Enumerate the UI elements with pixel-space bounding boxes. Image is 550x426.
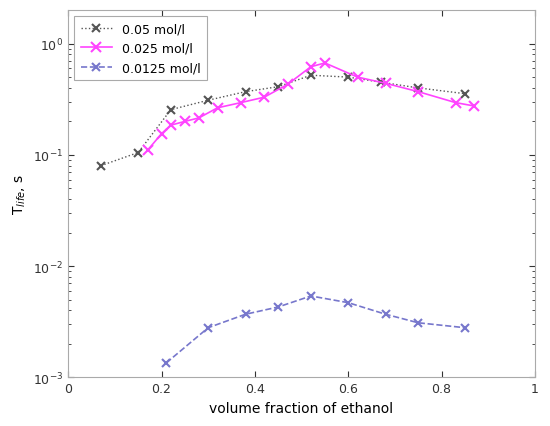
Line: 0.025 mol/l: 0.025 mol/l <box>142 59 479 156</box>
0.025 mol/l <box>238 101 244 106</box>
0.025 mol/l <box>415 90 421 95</box>
0.025 mol/l <box>261 95 267 101</box>
0.05 mol/l <box>378 81 384 86</box>
0.025 mol/l <box>307 65 314 70</box>
0.025 mol/l <box>158 132 165 137</box>
0.0125 mol/l <box>382 312 389 317</box>
0.0125 mol/l <box>345 300 351 305</box>
0.025 mol/l <box>214 106 221 111</box>
0.05 mol/l <box>205 98 212 104</box>
0.05 mol/l <box>97 164 104 169</box>
X-axis label: volume fraction of ethanol: volume fraction of ethanol <box>210 401 394 415</box>
0.025 mol/l <box>168 123 174 128</box>
0.0125 mol/l <box>163 360 169 366</box>
0.0125 mol/l <box>275 305 282 310</box>
0.0125 mol/l <box>205 325 212 331</box>
0.0125 mol/l <box>307 294 314 299</box>
0.0125 mol/l <box>415 320 421 325</box>
0.0125 mol/l <box>242 312 249 317</box>
0.025 mol/l <box>182 120 188 125</box>
0.05 mol/l <box>345 75 351 81</box>
0.025 mol/l <box>354 75 361 81</box>
Line: 0.0125 mol/l: 0.0125 mol/l <box>162 292 469 367</box>
0.0125 mol/l <box>461 325 468 331</box>
0.025 mol/l <box>452 101 459 106</box>
0.05 mol/l <box>307 73 314 78</box>
0.025 mol/l <box>284 83 291 88</box>
0.025 mol/l <box>196 116 202 121</box>
0.05 mol/l <box>168 108 174 113</box>
Y-axis label: T$_{life}$, s: T$_{life}$, s <box>11 174 28 215</box>
0.05 mol/l <box>135 151 141 156</box>
0.05 mol/l <box>242 90 249 95</box>
Line: 0.05 mol/l: 0.05 mol/l <box>97 72 469 170</box>
0.05 mol/l <box>275 85 282 90</box>
0.025 mol/l <box>322 61 328 66</box>
0.05 mol/l <box>461 92 468 97</box>
Legend: 0.05 mol/l, 0.025 mol/l, 0.0125 mol/l: 0.05 mol/l, 0.025 mol/l, 0.0125 mol/l <box>74 17 207 81</box>
0.025 mol/l <box>382 81 389 86</box>
0.025 mol/l <box>471 104 477 109</box>
0.025 mol/l <box>144 148 151 153</box>
0.05 mol/l <box>415 86 421 91</box>
